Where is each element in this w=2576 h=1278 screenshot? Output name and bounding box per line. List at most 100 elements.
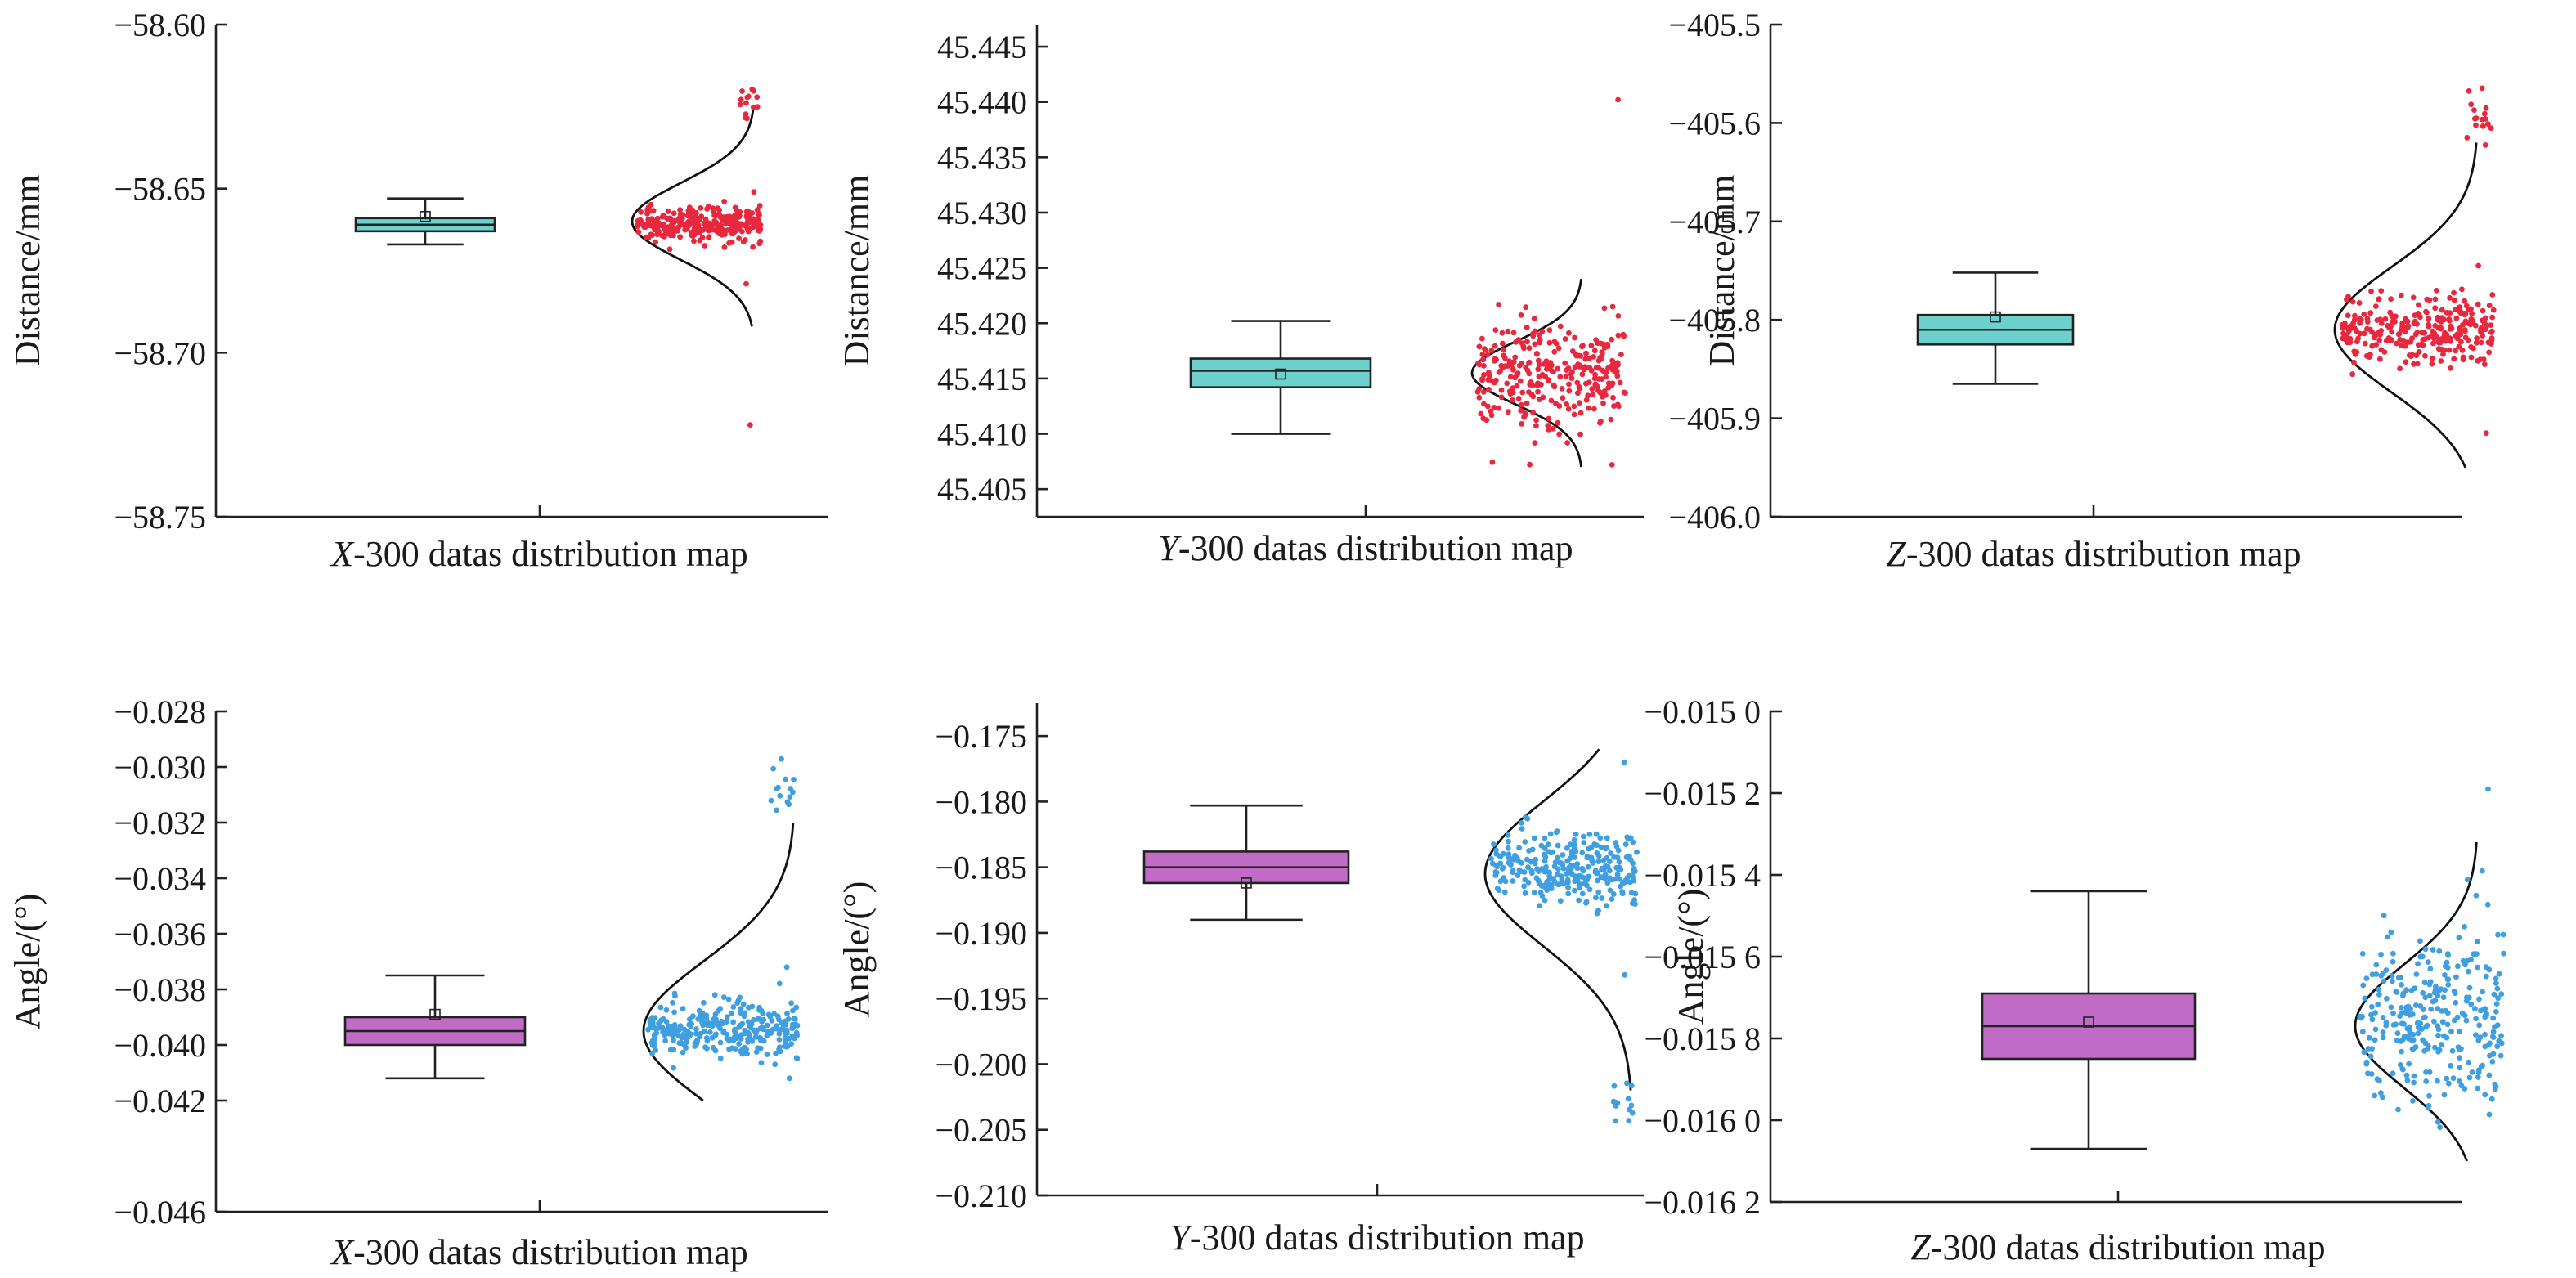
data-point [1536, 397, 1542, 402]
data-point [1609, 303, 1616, 310]
data-point [2399, 982, 2405, 988]
data-point [648, 201, 654, 208]
data-point [783, 1022, 789, 1028]
y-tick-label: −58.65 [114, 171, 206, 208]
data-point [1510, 878, 1516, 884]
data-point [2405, 339, 2411, 345]
data-point [1542, 884, 1548, 890]
data-point [2489, 314, 2496, 321]
data-point [2352, 312, 2358, 319]
data-point [1510, 397, 1516, 403]
data-point [736, 1041, 742, 1047]
normal-fit-curve [2354, 841, 2478, 1162]
data-point [2359, 951, 2366, 957]
data-point [2399, 1048, 2405, 1055]
data-point [1545, 841, 1551, 848]
data-point [2453, 999, 2459, 1006]
data-point [2451, 289, 2457, 296]
data-points [1474, 96, 1628, 468]
data-point [1599, 349, 1605, 356]
data-point [765, 1029, 771, 1035]
data-point [2493, 980, 2499, 986]
data-point [1619, 890, 1626, 897]
data-point [2457, 1029, 2462, 1034]
data-point [1585, 392, 1591, 399]
data-point [2489, 292, 2496, 298]
data-point [1535, 381, 1542, 388]
data-point [2363, 975, 2370, 981]
y-axis-label: Distance/mm [837, 175, 877, 367]
data-point [705, 1022, 711, 1029]
data-point [671, 1024, 678, 1029]
data-point [2340, 330, 2346, 337]
data-point [2430, 947, 2436, 953]
data-point [1613, 843, 1620, 850]
data-point [1519, 421, 1525, 427]
data-point [2430, 998, 2436, 1005]
data-point [2359, 1029, 2366, 1034]
data-point [1622, 971, 1628, 978]
data-point [1579, 343, 1585, 350]
data-point [711, 1016, 717, 1022]
data-point [1618, 352, 1624, 357]
data-point [680, 1049, 686, 1056]
data-point [1553, 401, 1559, 406]
y-tick-label: −0.036 [114, 916, 206, 953]
data-point [1556, 431, 1563, 437]
data-point [2376, 986, 2382, 993]
data-point [1558, 873, 1564, 879]
data-points [2339, 85, 2497, 437]
data-point [2390, 1010, 2396, 1016]
x-axis-label-variable: X [330, 1232, 355, 1272]
data-point [2460, 957, 2466, 964]
data-point [2494, 1022, 2501, 1029]
data-point [2405, 1003, 2412, 1010]
data-point [1526, 345, 1533, 351]
data-point [1609, 336, 1615, 343]
data-point [1546, 849, 1552, 855]
data-point [2482, 1031, 2488, 1038]
data-point [679, 1040, 684, 1047]
data-point [2462, 924, 2468, 930]
data-point [1501, 363, 1508, 370]
data-point [1589, 386, 1595, 392]
data-point [1566, 330, 1572, 336]
data-point [727, 1036, 733, 1043]
data-point [1501, 889, 1508, 895]
data-point [2428, 1006, 2435, 1012]
y-tick-label: −0.034 [114, 860, 206, 897]
data-point [1572, 334, 1577, 341]
data-point [685, 208, 692, 214]
data-point [2361, 312, 2367, 317]
data-point [732, 1028, 738, 1034]
data-point [704, 1045, 710, 1052]
data-point [650, 1043, 656, 1048]
data-point [2355, 335, 2362, 342]
y-tick-label: −58.60 [114, 7, 206, 43]
y-tick-label: −0.180 [935, 783, 1027, 820]
data-point [2478, 326, 2484, 333]
data-point [1551, 383, 1558, 390]
data-point [1592, 381, 1599, 388]
data-point [788, 786, 793, 791]
data-point [1581, 840, 1587, 845]
data-point [1501, 347, 1506, 353]
y-tick-label: −0.210 [935, 1177, 1027, 1214]
data-point [2479, 85, 2485, 92]
data-point [1584, 853, 1591, 859]
data-point [2473, 115, 2480, 121]
data-point [2458, 1083, 2465, 1089]
data-point [2468, 306, 2474, 312]
data-point [2446, 347, 2453, 353]
data-point [2442, 972, 2448, 978]
data-point [2439, 307, 2445, 313]
data-point [1583, 350, 1589, 356]
data-point [751, 189, 757, 195]
data-point [2488, 1096, 2495, 1102]
data-point [734, 1000, 740, 1006]
data-point [2411, 1079, 2417, 1086]
data-point [2421, 1047, 2428, 1054]
data-point [1521, 883, 1527, 890]
data-point [680, 1006, 686, 1011]
data-point [2424, 296, 2430, 303]
